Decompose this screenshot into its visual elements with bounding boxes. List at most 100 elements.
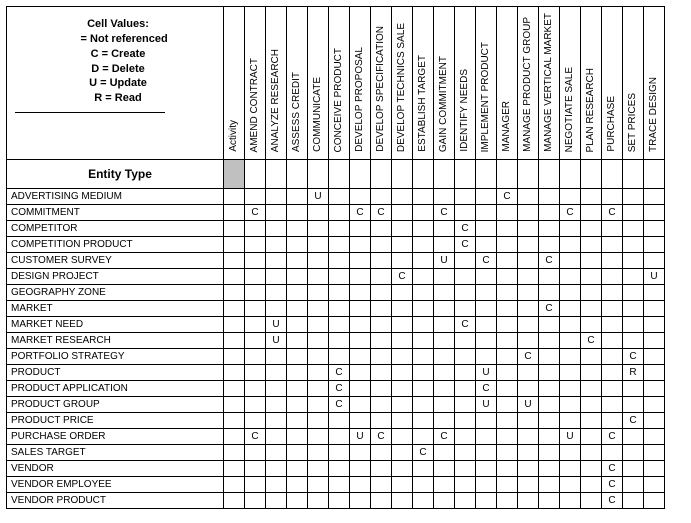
column-header-label: DEVELOP TECHNICS SALE xyxy=(397,23,407,152)
matrix-cell xyxy=(392,397,413,413)
matrix-cell xyxy=(434,269,455,285)
matrix-cell xyxy=(623,237,644,253)
column-header: PURCHASE xyxy=(602,7,623,160)
matrix-cell xyxy=(245,221,266,237)
matrix-cell xyxy=(476,477,497,493)
matrix-cell xyxy=(308,253,329,269)
matrix-cell xyxy=(581,493,602,509)
matrix-cell xyxy=(392,493,413,509)
matrix-cell xyxy=(623,301,644,317)
matrix-cell xyxy=(287,205,308,221)
matrix-cell xyxy=(350,285,371,301)
matrix-cell xyxy=(497,477,518,493)
matrix-cell xyxy=(266,413,287,429)
matrix-cell: U xyxy=(434,253,455,269)
activity-spacer-cell xyxy=(224,301,245,317)
matrix-cell xyxy=(497,365,518,381)
matrix-cell xyxy=(245,333,266,349)
matrix-cell xyxy=(287,397,308,413)
matrix-cell xyxy=(455,413,476,429)
matrix-cell: C xyxy=(245,429,266,445)
matrix-cell xyxy=(497,461,518,477)
matrix-cell xyxy=(455,333,476,349)
table-row: GEOGRAPHY ZONE xyxy=(7,285,665,301)
matrix-cell xyxy=(371,253,392,269)
legend: Cell Values: = Not referenced C = Create… xyxy=(7,7,223,117)
matrix-cell xyxy=(350,493,371,509)
activity-spacer-cell xyxy=(224,285,245,301)
matrix-cell: C xyxy=(581,333,602,349)
matrix-cell xyxy=(413,237,434,253)
matrix-cell xyxy=(413,285,434,301)
matrix-cell xyxy=(539,413,560,429)
matrix-cell xyxy=(455,349,476,365)
column-header-label: DEVELOP PROPOSAL xyxy=(355,47,365,152)
matrix-cell xyxy=(497,237,518,253)
matrix-cell xyxy=(644,477,665,493)
matrix-cell xyxy=(329,301,350,317)
matrix-cell: C xyxy=(329,381,350,397)
column-header-label: MANAGER xyxy=(502,101,512,152)
matrix-cell xyxy=(287,493,308,509)
column-header-label: TRACE DESIGN xyxy=(649,77,659,152)
matrix-cell xyxy=(455,269,476,285)
matrix-cell xyxy=(560,413,581,429)
matrix-cell xyxy=(539,493,560,509)
column-header-spacer xyxy=(497,160,518,189)
matrix-cell xyxy=(560,493,581,509)
matrix-cell xyxy=(518,413,539,429)
legend-line-4: R = Read xyxy=(21,91,215,106)
matrix-cell xyxy=(245,445,266,461)
matrix-cell xyxy=(329,413,350,429)
matrix-cell xyxy=(623,205,644,221)
matrix-cell xyxy=(308,477,329,493)
matrix-cell xyxy=(371,413,392,429)
column-header-spacer xyxy=(644,160,665,189)
matrix-cell xyxy=(287,413,308,429)
matrix-cell xyxy=(413,413,434,429)
column-header-label: ANALYZE RESEARCH xyxy=(271,49,281,152)
matrix-cell xyxy=(371,317,392,333)
activity-spacer-cell xyxy=(224,349,245,365)
matrix-cell xyxy=(455,429,476,445)
matrix-cell xyxy=(476,221,497,237)
matrix-cell xyxy=(287,461,308,477)
matrix-cell xyxy=(476,445,497,461)
matrix-cell xyxy=(539,461,560,477)
header-row-top: Cell Values: = Not referenced C = Create… xyxy=(7,7,665,160)
matrix-cell xyxy=(350,445,371,461)
column-header-label: NEGOTIATE SALE xyxy=(565,67,575,152)
matrix-cell xyxy=(434,477,455,493)
matrix-cell xyxy=(455,205,476,221)
matrix-cell xyxy=(581,365,602,381)
matrix-cell xyxy=(266,237,287,253)
matrix-cell: C xyxy=(497,189,518,205)
matrix-cell xyxy=(287,237,308,253)
matrix-cell xyxy=(266,349,287,365)
matrix-cell xyxy=(266,493,287,509)
matrix-cell xyxy=(413,205,434,221)
matrix-cell xyxy=(371,477,392,493)
matrix-cell xyxy=(308,429,329,445)
matrix-cell xyxy=(371,301,392,317)
matrix-cell xyxy=(245,365,266,381)
table-row: PORTFOLIO STRATEGYCC xyxy=(7,349,665,365)
matrix-cell xyxy=(602,221,623,237)
matrix-cell xyxy=(539,445,560,461)
matrix-cell xyxy=(245,269,266,285)
matrix-cell: C xyxy=(329,365,350,381)
matrix-cell xyxy=(287,189,308,205)
column-header-label: IMPLEMENT PRODUCT xyxy=(481,42,491,152)
matrix-cell xyxy=(434,413,455,429)
table-row: PURCHASE ORDERCUCCUC xyxy=(7,429,665,445)
matrix-cell xyxy=(329,317,350,333)
matrix-cell xyxy=(287,365,308,381)
matrix-cell xyxy=(497,285,518,301)
column-header: DEVELOP TECHNICS SALE xyxy=(392,7,413,160)
matrix-cell xyxy=(413,493,434,509)
matrix-cell xyxy=(413,269,434,285)
matrix-cell xyxy=(371,381,392,397)
column-header: MANAGE VERTICAL MARKET xyxy=(539,7,560,160)
column-header: TRACE DESIGN xyxy=(644,7,665,160)
matrix-cell xyxy=(518,365,539,381)
